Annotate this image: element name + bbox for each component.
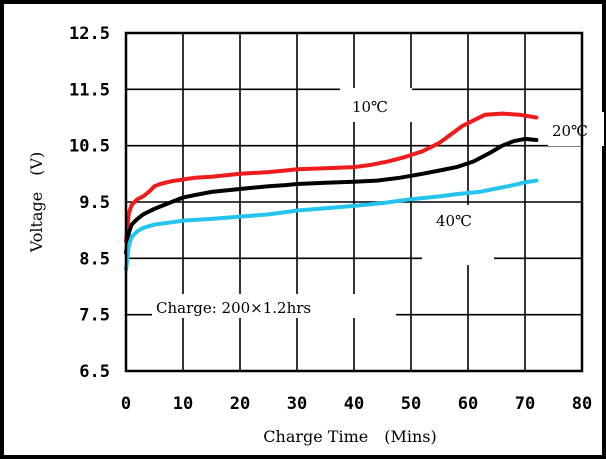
x-tick-label: 0	[121, 394, 131, 414]
label-background	[422, 205, 494, 265]
x-tick-label: 70	[515, 394, 535, 414]
charge-annotation: Charge: 200×1.2hrs	[156, 299, 311, 317]
x-ticks: 0 10 20 30 40 50 60 70 80	[121, 394, 592, 414]
x-tick-label: 80	[572, 394, 592, 414]
x-tick-label: 50	[401, 394, 421, 414]
series-label-1: 20℃	[552, 122, 588, 140]
y-axis-label: Voltage (V)	[27, 152, 46, 254]
x-tick-label: 20	[230, 394, 250, 414]
x-tick-label: 40	[344, 394, 364, 414]
series-line-2	[124, 178, 539, 272]
series-lines	[124, 111, 539, 272]
y-tick-label: 10.5	[69, 137, 110, 157]
y-ticks: 12.5 11.5 10.5 9.5 8.5 7.5 6.5	[69, 24, 110, 382]
y-tick-label: 12.5	[69, 24, 110, 44]
y-tick-label: 11.5	[69, 80, 110, 100]
y-tick-label: 7.5	[79, 306, 110, 326]
y-tick-label: 9.5	[79, 193, 110, 213]
annotation-background	[152, 294, 396, 318]
series-labels: 10℃ 20℃ 40℃	[352, 98, 588, 230]
series-line-1	[124, 136, 539, 255]
series-label-2: 40℃	[436, 212, 472, 230]
series-line-0	[124, 111, 539, 244]
plot-border	[124, 31, 584, 373]
y-tick-label: 6.5	[79, 362, 110, 382]
series-label-0: 10℃	[352, 98, 388, 116]
x-tick-label: 30	[287, 394, 307, 414]
label-background	[548, 112, 604, 146]
x-axis-label: Charge Time (Mins)	[263, 427, 436, 446]
label-background	[340, 88, 412, 122]
x-tick-label: 60	[458, 394, 478, 414]
y-tick-label: 8.5	[79, 249, 110, 269]
x-tick-label: 10	[173, 394, 193, 414]
